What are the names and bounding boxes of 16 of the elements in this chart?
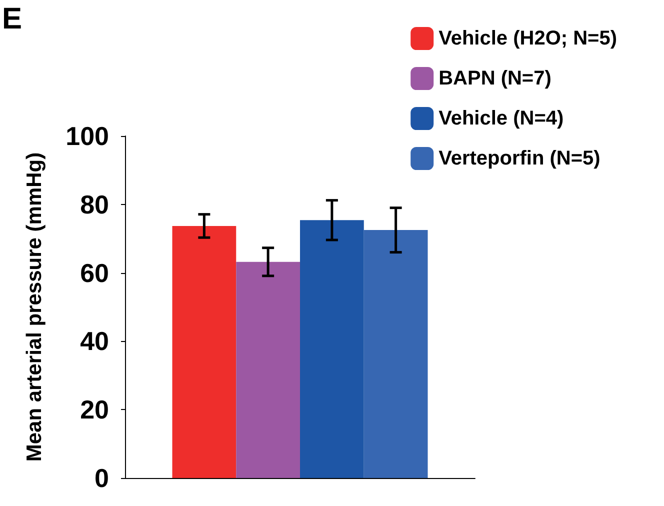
y-tick-label: 100 [66,121,109,151]
legend-label: Vehicle (N=4) [438,108,564,130]
y-tick-label: 20 [80,394,109,425]
bar [300,220,364,478]
y-tick-label: 40 [80,326,109,356]
y-tick-label: 60 [80,258,109,288]
bar [364,230,428,478]
y-tick-label: 0 [94,463,109,493]
y-axis-title: Mean arterial pressure (mmHg) [23,152,46,462]
bar [172,226,236,478]
legend-label: BAPN (N=7) [438,68,552,90]
y-tick-label: 80 [80,189,109,220]
text: E [2,2,22,36]
bar [236,262,300,478]
legend-label: Verteporfin (N=5) [438,148,600,170]
legend-label: Vehicle (H2O; N=5) [438,28,618,50]
